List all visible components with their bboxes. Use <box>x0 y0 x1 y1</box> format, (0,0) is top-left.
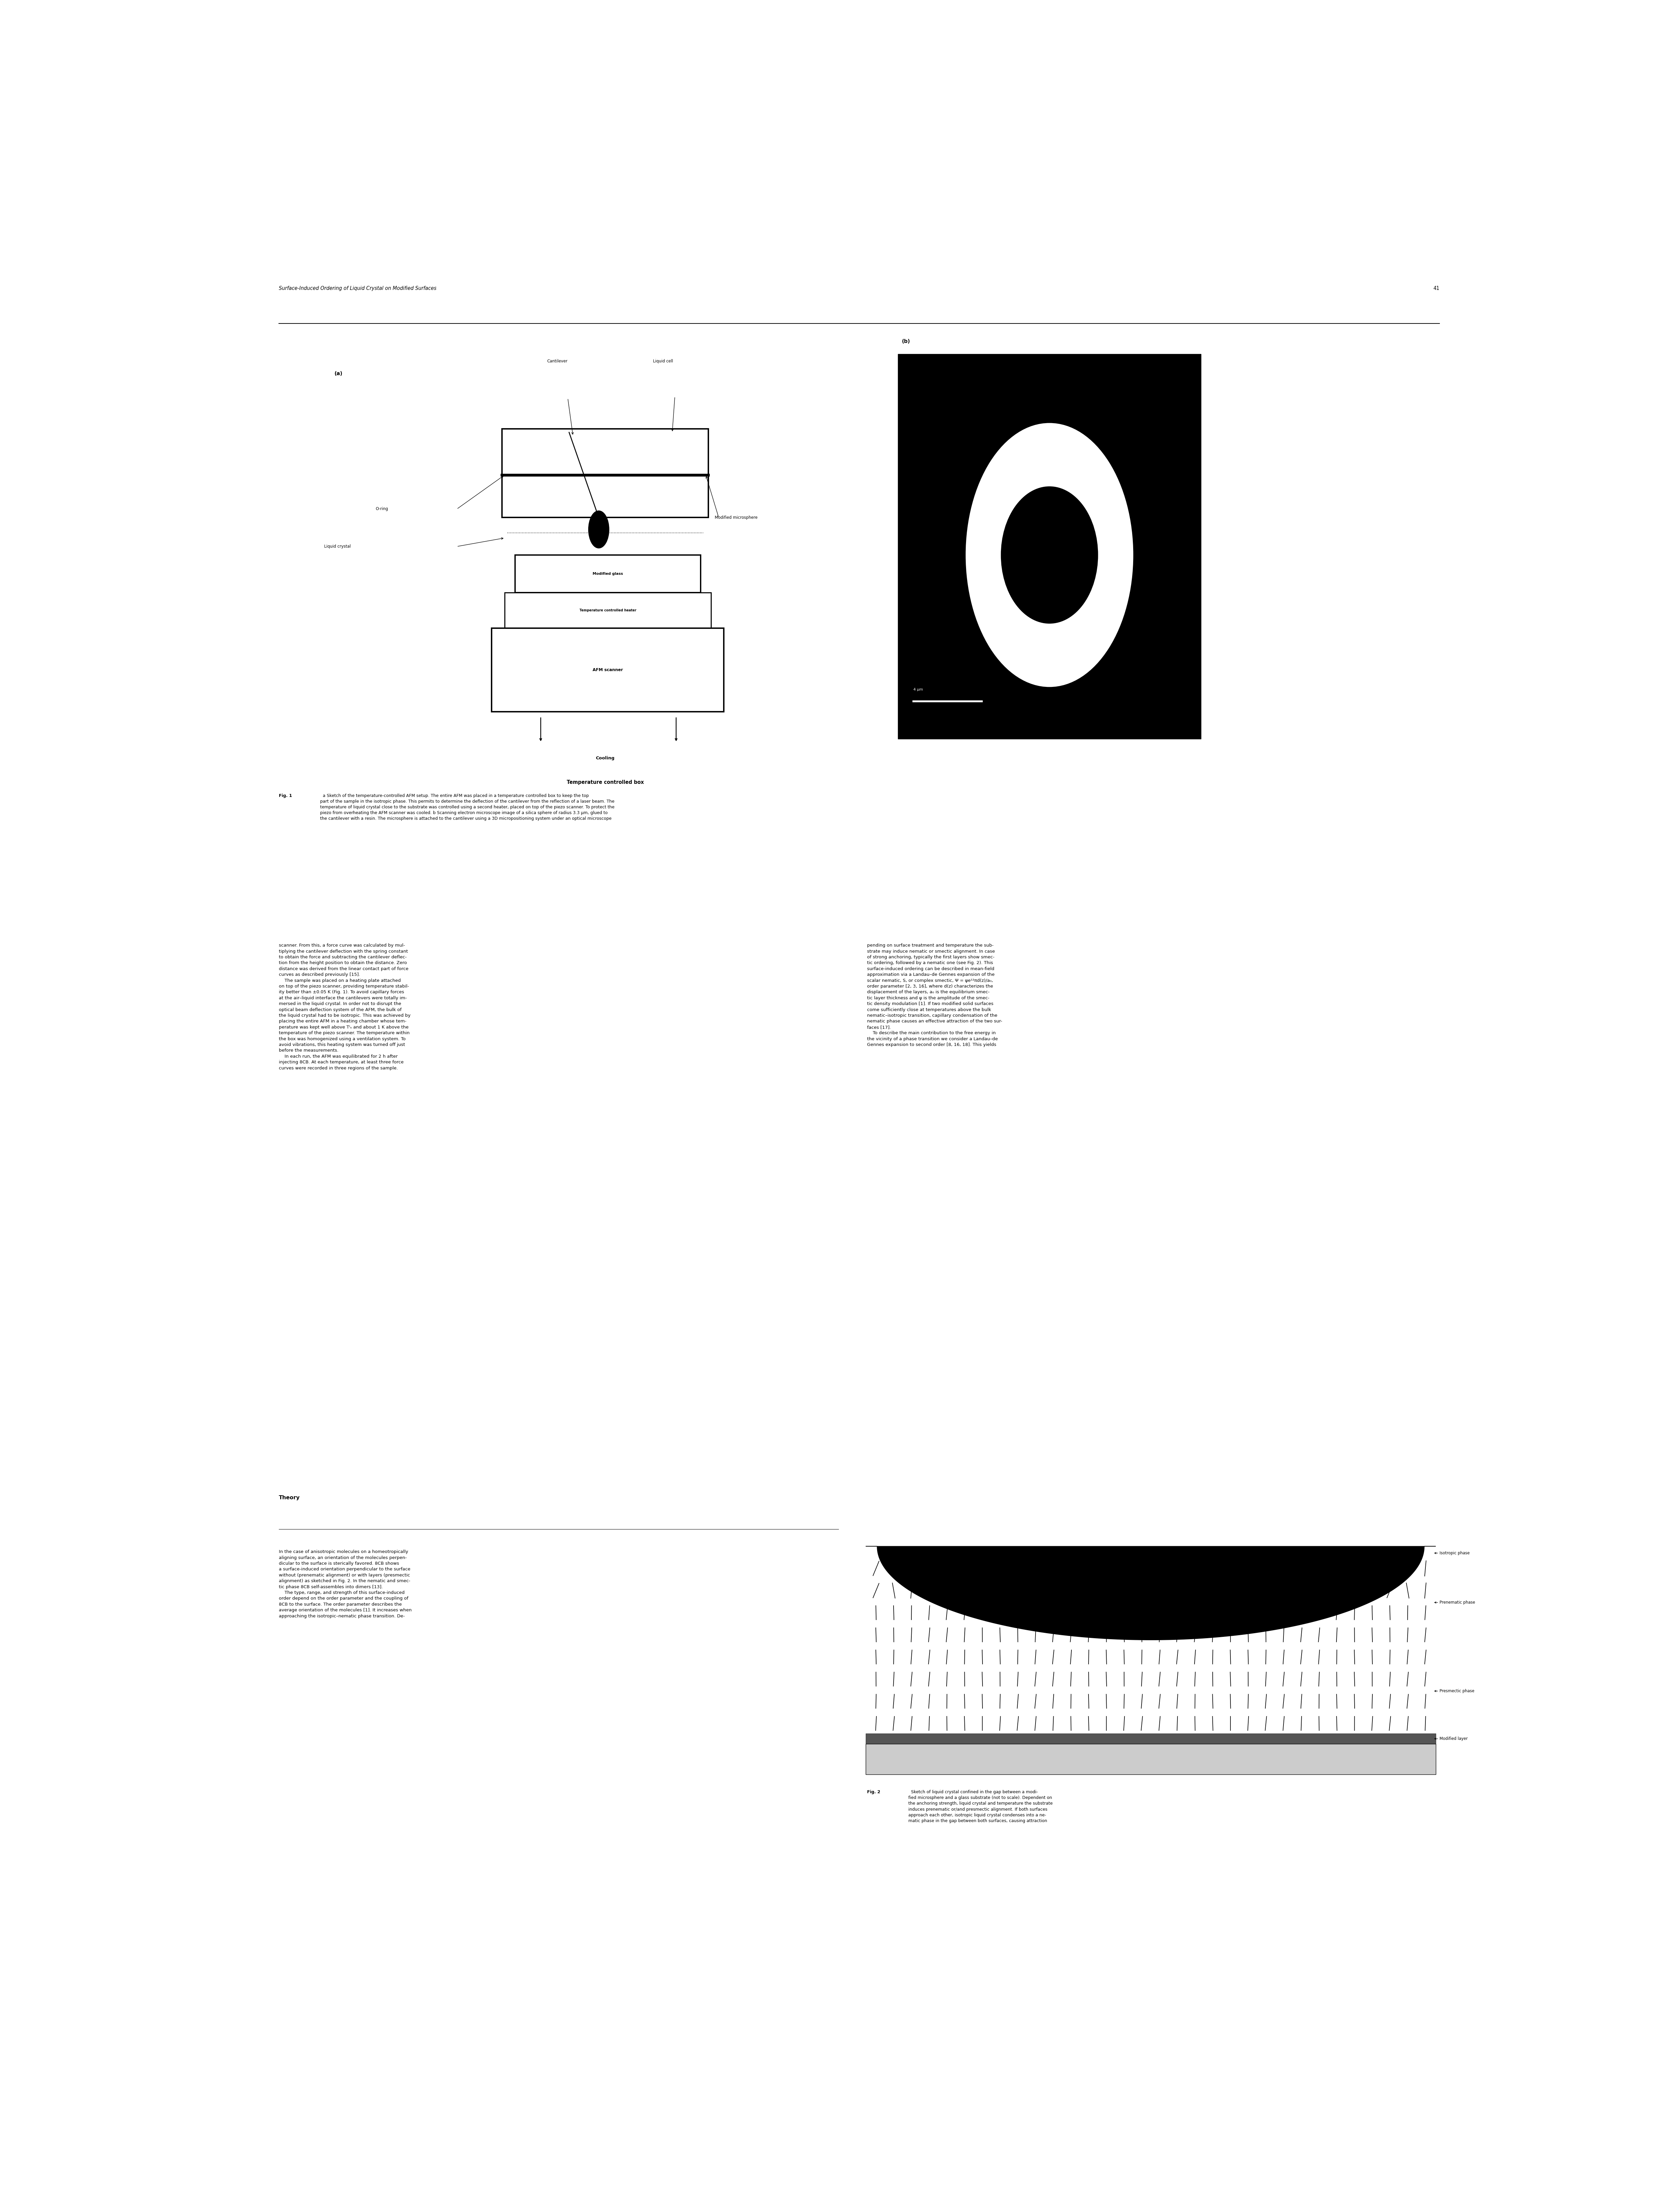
Text: Modified microsphere: Modified microsphere <box>716 515 757 520</box>
Text: Cooling: Cooling <box>596 757 614 761</box>
Text: a Sketch of the temperature-controlled AFM setup. The entire AFM was placed in a: a Sketch of the temperature-controlled A… <box>319 794 614 821</box>
Bar <box>865 1743 1436 1774</box>
Text: Modified glass: Modified glass <box>592 573 622 575</box>
Text: Temperature controlled box: Temperature controlled box <box>567 781 644 785</box>
Bar <box>503 429 709 518</box>
Text: Sketch of liquid crystal confined in the gap between a modi-
fied microsphere an: Sketch of liquid crystal confined in the… <box>909 1790 1053 1823</box>
Bar <box>504 593 711 628</box>
Text: 4 µm: 4 µm <box>914 688 924 692</box>
Text: scanner. From this, a force curve was calculated by mul-
tiplying the cantilever: scanner. From this, a force curve was ca… <box>280 942 411 1071</box>
Text: Temperature controlled heater: Temperature controlled heater <box>579 608 636 613</box>
Ellipse shape <box>1000 487 1098 624</box>
Text: In the case of anisotropic molecules on a homeotropically
aligning surface, an o: In the case of anisotropic molecules on … <box>280 1551 411 1619</box>
Text: Liquid crystal: Liquid crystal <box>324 544 351 549</box>
Text: 41: 41 <box>1433 285 1439 292</box>
Ellipse shape <box>589 511 609 549</box>
Text: (a): (a) <box>334 372 343 376</box>
Text: Surface-Induced Ordering of Liquid Crystal on Modified Surfaces: Surface-Induced Ordering of Liquid Cryst… <box>280 285 436 292</box>
Bar <box>514 555 701 593</box>
Text: Cantilever: Cantilever <box>547 358 567 363</box>
Text: Prenematic phase: Prenematic phase <box>1434 1599 1476 1604</box>
Bar <box>899 354 1201 739</box>
Bar <box>865 1734 1436 1743</box>
Text: AFM scanner: AFM scanner <box>592 668 622 672</box>
Text: Fig. 1: Fig. 1 <box>280 794 293 799</box>
Text: Fig. 2: Fig. 2 <box>867 1790 880 1794</box>
Text: Presmectic phase: Presmectic phase <box>1434 1690 1474 1692</box>
Text: O-ring: O-ring <box>376 507 388 511</box>
Text: (b): (b) <box>902 338 910 343</box>
Text: Theory: Theory <box>280 1495 300 1500</box>
Text: Liquid cell: Liquid cell <box>652 358 672 363</box>
Text: Isotropic phase: Isotropic phase <box>1434 1551 1469 1555</box>
Ellipse shape <box>965 422 1133 688</box>
Polygon shape <box>865 1546 1436 1639</box>
Bar <box>493 628 724 712</box>
Text: Modified layer: Modified layer <box>1434 1736 1468 1741</box>
Text: pending on surface treatment and temperature the sub-
strate may induce nematic : pending on surface treatment and tempera… <box>867 942 1002 1046</box>
